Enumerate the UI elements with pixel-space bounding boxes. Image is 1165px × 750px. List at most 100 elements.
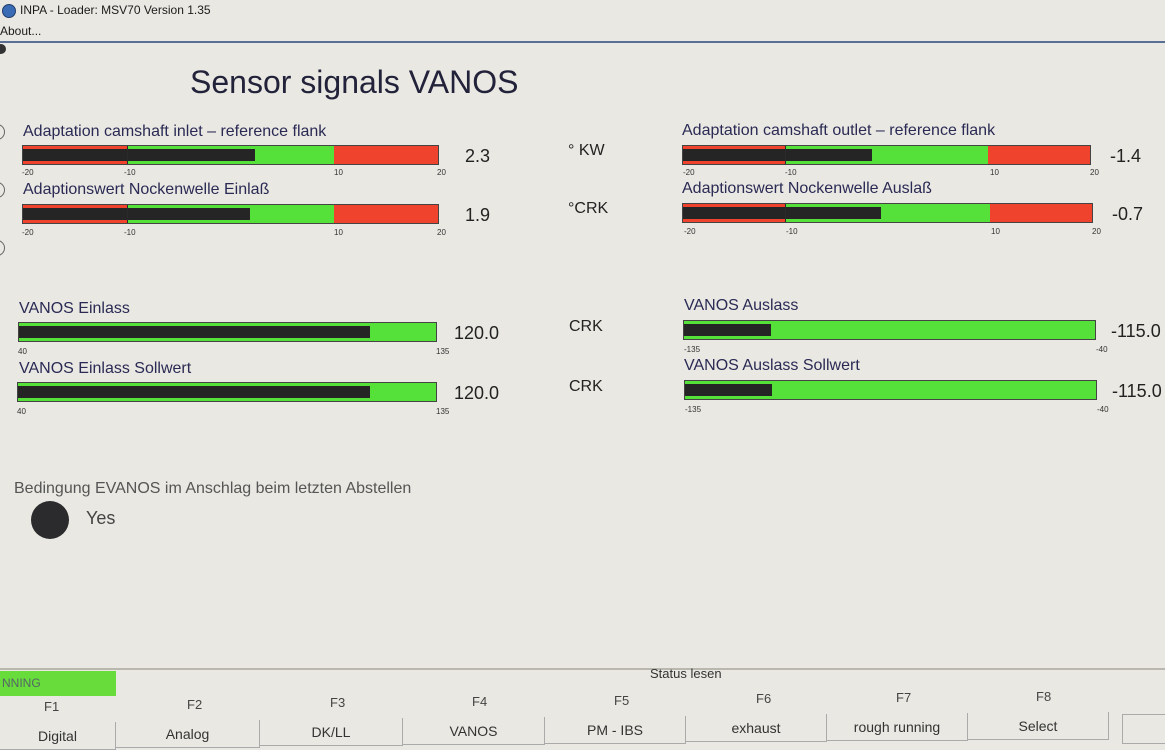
fkey-id-f8: F8 [1036, 689, 1052, 704]
fkey-id-f6: F6 [756, 691, 772, 706]
evanos-condition-label: Bedingung EVANOS im Anschlag beim letzte… [14, 480, 412, 497]
divider [0, 41, 1165, 43]
scale-tick: -10 [124, 228, 136, 237]
gauge-fill [23, 208, 250, 220]
gauge-fill [19, 326, 371, 338]
adapt-inlet-gauge [22, 145, 439, 165]
gauge-fill [18, 386, 370, 398]
scale-min: 40 [18, 347, 27, 356]
scale-max: 135 [436, 407, 450, 416]
scale-max: 20 [437, 228, 446, 237]
fkey-id-f2: F2 [187, 697, 203, 712]
title-bar: INPA - Loader: MSV70 Version 1.35 [0, 0, 1165, 20]
vanos-inlet-gauge [18, 322, 437, 342]
gauge-tick [785, 204, 787, 222]
gauge-fill [23, 149, 255, 161]
scale-max: 20 [1090, 168, 1099, 177]
gauge-upper-limit-zone [334, 205, 438, 223]
gauge-fill [683, 207, 881, 219]
fkey-id-f3: F3 [330, 695, 346, 710]
vanos-outlet-label: VANOS Auslass [684, 297, 799, 314]
adapt-outlet-de-label: Adaptionswert Nockenwelle Auslaß [682, 180, 932, 197]
fkey-dkll-button[interactable]: DK/LL [260, 718, 403, 746]
gauge-fill [683, 149, 873, 161]
adapt-inlet-de-label: Adaptionswert Nockenwelle Einlaß [23, 181, 270, 198]
adapt-outlet-de-value: -0.7 [1112, 204, 1144, 224]
scale-max: 20 [437, 168, 446, 177]
fkey-rough-running-button[interactable]: rough running [827, 713, 968, 741]
fkey-select-button[interactable]: Select [968, 712, 1109, 740]
running-indicator: NNING [0, 671, 116, 696]
menu-about[interactable]: About... [0, 24, 42, 38]
scale-tick: -10 [785, 168, 797, 177]
fkey-digital-button[interactable]: Digital [0, 722, 116, 750]
fkey-vanos-button[interactable]: VANOS [403, 717, 545, 745]
scale-tick: 10 [334, 228, 343, 237]
marker-icon [0, 240, 5, 256]
fkey-id-f1: F1 [44, 699, 60, 714]
adapt-outlet-value: -1.4 [1110, 146, 1142, 166]
gauge-tick [126, 205, 128, 223]
fkey-exhaust-button[interactable]: exhaust [686, 714, 827, 742]
window-title: INPA - Loader: MSV70 Version 1.35 [20, 3, 211, 17]
vanos-inlet-label: VANOS Einlass [19, 300, 130, 317]
unit-crk-setpoint: CRK [569, 378, 603, 395]
status-dot-icon [0, 44, 6, 54]
scale-max: -40 [1097, 405, 1109, 414]
scale-min: -135 [685, 405, 702, 414]
evanos-condition-value: Yes [86, 508, 116, 528]
scale-min: -20 [22, 168, 34, 177]
gauge-fill [684, 324, 771, 336]
scale-tick: 10 [990, 168, 999, 177]
vanos-outlet-setpoint-value: -115.0 [1112, 381, 1162, 401]
gauge-tick [126, 146, 128, 164]
scale-min: -135 [684, 345, 701, 354]
vanos-outlet-gauge [683, 320, 1096, 340]
vanos-inlet-setpoint-value: 120.0 [454, 383, 500, 403]
gauge-upper-limit-zone [334, 146, 438, 164]
unit-crk-degree: °CRK [568, 200, 609, 217]
unit-kw: ° KW [568, 142, 605, 159]
vanos-outlet-setpoint-label: VANOS Auslass Sollwert [684, 357, 860, 374]
adapt-outlet-label: Adaptation camshaft outlet – reference f… [682, 122, 996, 139]
scale-tick: -10 [786, 227, 798, 236]
scale-min: -20 [683, 168, 695, 177]
fkey-id-f7: F7 [896, 690, 912, 705]
gauge-upper-limit-zone [988, 146, 1090, 164]
adapt-inlet-de-value: 1.9 [465, 205, 491, 225]
adapt-outlet-gauge [682, 145, 1091, 165]
gauge-upper-limit-zone [989, 204, 1092, 222]
unit-crk: CRK [569, 318, 603, 335]
status-divider [0, 668, 1165, 670]
vanos-inlet-setpoint-label: VANOS Einlass Sollwert [19, 360, 192, 377]
scale-max: 135 [436, 347, 450, 356]
marker-icon [0, 182, 5, 198]
status-indicator-icon [31, 501, 69, 539]
bmw-logo-icon [2, 4, 16, 18]
fkey-id-f5: F5 [614, 693, 630, 708]
fkey-extra-button[interactable] [1122, 714, 1165, 744]
vanos-outlet-value: -115.0 [1111, 321, 1161, 341]
fkey-id-f4: F4 [472, 694, 488, 709]
adapt-outlet-de-gauge [682, 203, 1093, 223]
scale-max: 20 [1092, 227, 1101, 236]
adapt-inlet-value: 2.3 [465, 146, 491, 166]
scale-tick: -10 [124, 168, 136, 177]
scale-min: -20 [22, 228, 34, 237]
scale-min: -20 [684, 227, 696, 236]
marker-icon [0, 124, 5, 140]
adapt-inlet-de-gauge [22, 204, 439, 224]
status-read-label: Status lesen [650, 666, 722, 681]
scale-tick: 10 [991, 227, 1000, 236]
menu-bar: About... [0, 22, 1165, 40]
gauge-tick [784, 146, 786, 164]
vanos-inlet-setpoint-gauge [17, 382, 437, 402]
fkey-pm-ibs-button[interactable]: PM - IBS [545, 716, 686, 744]
adapt-inlet-label: Adaptation camshaft inlet – reference fl… [23, 123, 327, 140]
fkey-analog-button[interactable]: Analog [116, 720, 260, 748]
gauge-fill [685, 384, 772, 396]
scale-min: 40 [17, 407, 26, 416]
scale-max: -40 [1096, 345, 1108, 354]
page-title: Sensor signals VANOS [190, 64, 519, 100]
vanos-inlet-value: 120.0 [454, 323, 500, 343]
